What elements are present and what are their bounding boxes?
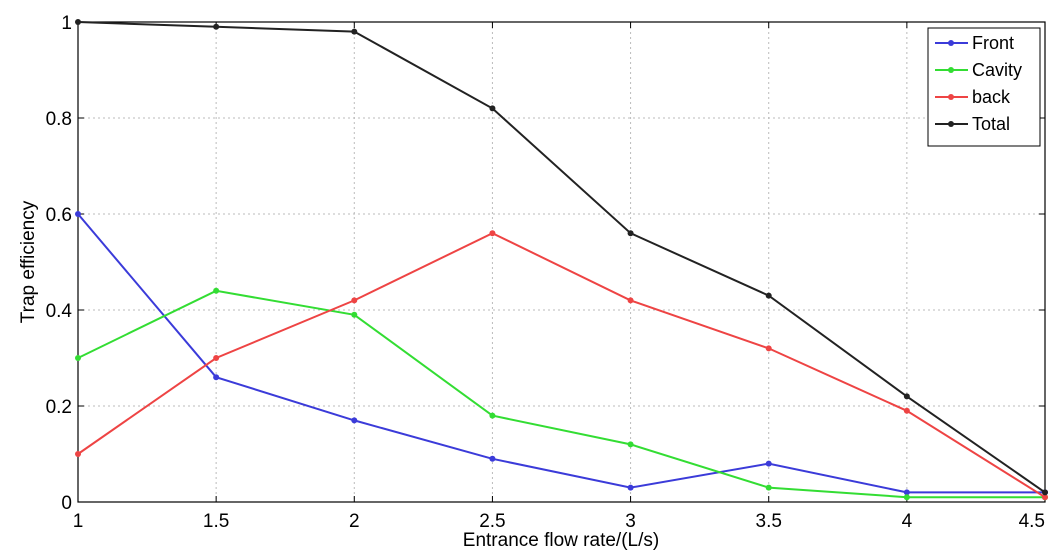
y-tick-label: 1 [61, 13, 72, 34]
data-point [489, 105, 496, 112]
y-tick-label: 0.6 [46, 205, 72, 226]
legend-box [927, 27, 1041, 147]
x-tick-label: 2 [349, 511, 360, 532]
x-tick-label: 2.5 [479, 511, 505, 532]
data-point [903, 494, 910, 501]
data-point [903, 393, 910, 400]
series-line [77, 232, 1046, 499]
data-point [765, 484, 772, 491]
data-point [489, 455, 496, 462]
legend-marker [948, 67, 954, 73]
data-point [765, 460, 772, 467]
legend-marker [948, 121, 954, 127]
legend-entry-total: Total [935, 114, 1010, 134]
data-point [903, 407, 910, 414]
data-point [351, 311, 358, 318]
y-axis-label: Trap efficiency [18, 200, 39, 323]
data-point [75, 355, 81, 361]
data-point [213, 374, 220, 381]
legend-label: Front [972, 33, 1014, 53]
data-point [1042, 494, 1048, 501]
data-point [213, 287, 220, 294]
data-point [1042, 489, 1048, 496]
data-point [351, 297, 358, 304]
legend-entry-front: Front [935, 33, 1014, 53]
x-axis-label: Entrance flow rate/(L/s) [463, 530, 659, 550]
data-point [765, 345, 772, 352]
y-tick-label: 0 [61, 493, 72, 514]
y-tick-label: 0.8 [46, 109, 72, 130]
data-point [351, 28, 358, 35]
grid-lines [78, 22, 1045, 502]
data-point [75, 211, 81, 217]
data-point [213, 355, 220, 361]
legend-label: Cavity [972, 60, 1022, 80]
data-point [627, 230, 634, 237]
data-point [351, 417, 358, 424]
series-line [77, 289, 1045, 499]
x-tick-label: 3.5 [756, 511, 782, 532]
x-tick-label: 3 [625, 511, 636, 532]
series-line [77, 213, 1045, 494]
series-back [75, 230, 1048, 501]
data-point [903, 489, 910, 496]
legend-label: Total [972, 114, 1010, 134]
y-tick-label: 0.4 [46, 301, 73, 322]
data-point [489, 230, 496, 237]
series-total [75, 19, 1048, 496]
data-point [75, 451, 81, 457]
data-point [765, 292, 772, 299]
data-point [489, 412, 496, 419]
legend-entry-back: back [935, 87, 1011, 107]
axes-box [77, 21, 1046, 503]
legend-entry-cavity: Cavity [935, 60, 1022, 80]
plot-background [78, 22, 1045, 502]
axes-frame [77, 21, 1046, 503]
axis-ticks: 1 1.5 2 2.5 3 3.5 4 4.5 0 0.2 0.4 0.6 0.8 1 [46, 13, 1046, 532]
x-tick-label: 4 [902, 511, 913, 532]
series-layer [75, 19, 1048, 501]
legend-marker [948, 94, 954, 100]
x-tick-label: 1.5 [203, 511, 229, 532]
x-tick-label: 1 [73, 511, 84, 532]
data-point [627, 297, 634, 304]
legend: Front Cavity back Total [927, 27, 1041, 147]
legend-label: back [972, 87, 1011, 107]
series-line [77, 21, 1046, 494]
y-tick-label: 0.2 [46, 397, 72, 418]
data-point [213, 23, 220, 30]
x-tick-label: 4.5 [1019, 511, 1045, 532]
data-point [627, 484, 634, 491]
legend-marker [948, 40, 954, 46]
data-point [75, 19, 81, 25]
data-point [627, 441, 634, 448]
